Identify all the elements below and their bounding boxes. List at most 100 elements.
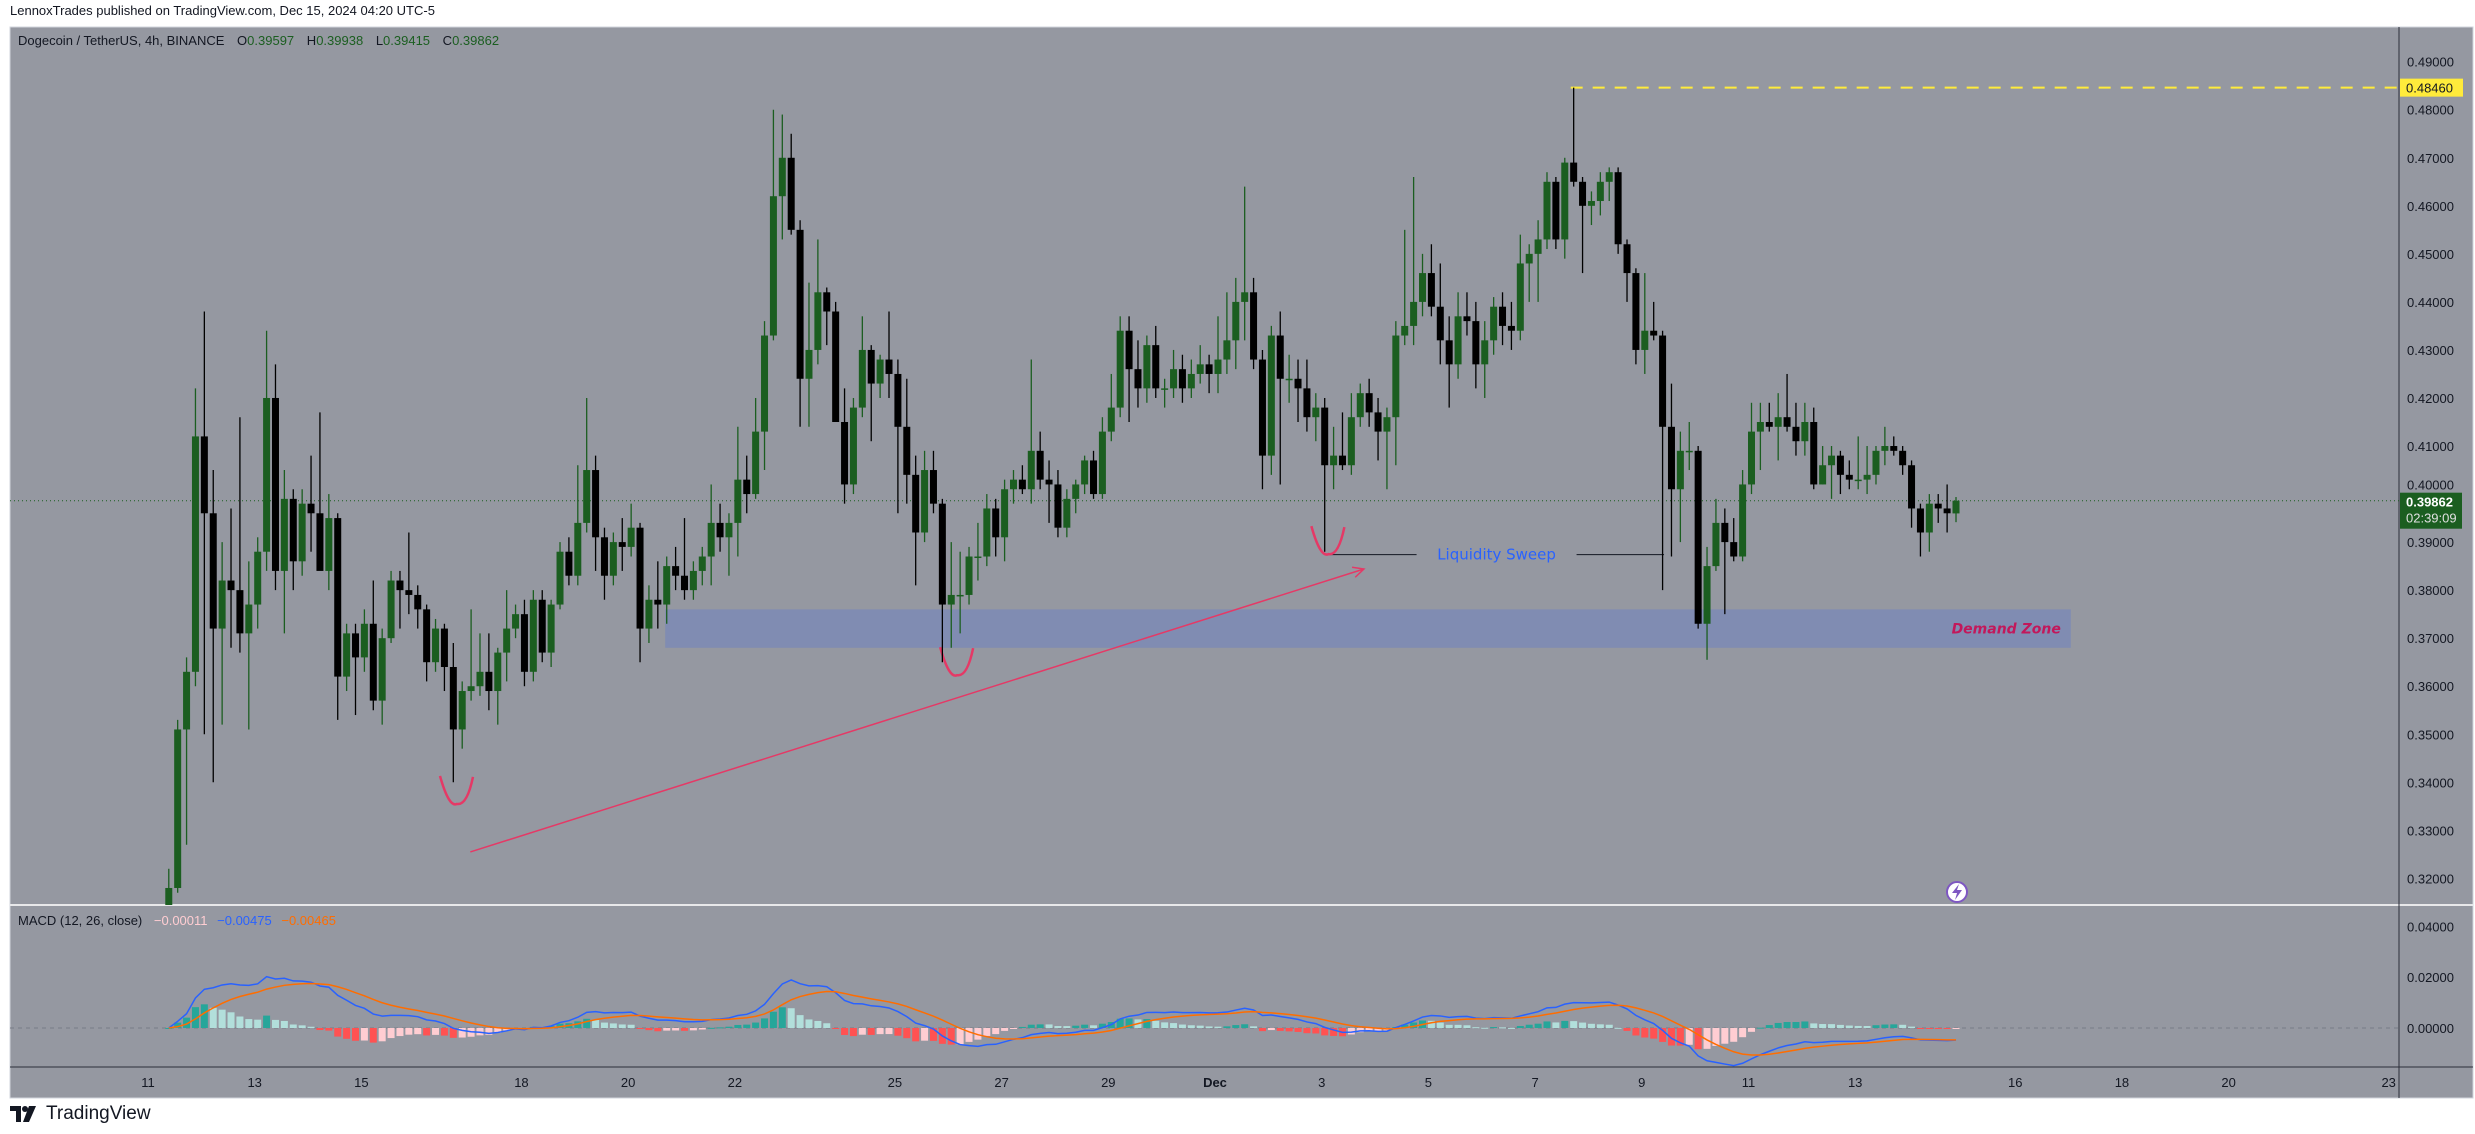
candle[interactable] [716,503,724,552]
candle[interactable] [1294,359,1302,422]
candle[interactable] [636,522,644,663]
candle[interactable] [1419,253,1427,317]
candle[interactable] [956,551,964,634]
candle[interactable] [1009,470,1017,504]
candle[interactable] [1828,446,1836,499]
candle[interactable] [1667,383,1675,557]
candle[interactable] [316,412,324,571]
candle[interactable] [1258,349,1266,490]
candle[interactable] [1356,383,1364,427]
candle[interactable] [325,494,333,591]
candle[interactable] [885,311,893,398]
tradingview-footer[interactable]: TradingView [10,1103,151,1125]
candle[interactable] [707,484,715,586]
candle[interactable] [1623,239,1631,302]
candle[interactable] [734,426,742,557]
swing-low-mark[interactable] [438,775,475,806]
candle[interactable] [298,489,306,576]
macd-axis[interactable]: 0.04000 0.02000 0.00000 [2407,919,2454,1036]
candle[interactable] [280,470,288,634]
candle[interactable] [974,522,982,581]
price-pane[interactable]: Demand Zone Liquidity Sweep [10,86,2399,917]
candle[interactable] [1410,176,1418,346]
candle[interactable] [1338,412,1346,471]
candle[interactable] [1187,359,1195,398]
candle[interactable] [1223,292,1231,374]
candle[interactable] [761,321,769,471]
candle[interactable] [1676,431,1684,543]
candle[interactable] [1427,244,1435,317]
candle[interactable] [538,590,546,663]
candle[interactable] [983,494,991,567]
candle[interactable] [432,618,440,672]
candle[interactable] [1792,402,1800,456]
candle[interactable] [1090,450,1098,499]
candle[interactable] [1534,220,1542,302]
candle[interactable] [574,465,582,586]
candle[interactable] [1721,508,1729,615]
candle[interactable] [1045,460,1053,523]
candle[interactable] [183,657,191,845]
candle[interactable] [1561,157,1569,259]
candle[interactable] [1232,277,1240,370]
candle[interactable] [1250,277,1258,370]
candle[interactable] [841,388,849,504]
candle[interactable] [1507,301,1515,350]
candle[interactable] [387,570,395,643]
candle[interactable] [476,633,484,696]
candle[interactable] [547,599,555,668]
macd-legend[interactable]: MACD (12, 26, close) −0.00011 −0.00475 −… [18,913,336,928]
candle[interactable] [485,633,493,711]
candle[interactable] [1303,359,1311,432]
candle[interactable] [467,609,475,701]
candle[interactable] [583,397,591,533]
candle[interactable] [503,590,511,682]
candle[interactable] [965,546,973,605]
candle[interactable] [805,282,813,427]
candle[interactable] [423,604,431,682]
candle[interactable] [254,537,262,629]
candle[interactable] [858,316,866,418]
candle[interactable] [1463,292,1471,336]
candle[interactable] [1374,397,1382,461]
candle[interactable] [1241,186,1249,341]
candle[interactable] [1925,494,1933,552]
candle[interactable] [1436,263,1444,365]
candle[interactable] [165,868,173,917]
candle[interactable] [1365,378,1373,427]
candle[interactable] [565,537,573,586]
candle[interactable] [1774,393,1782,461]
candle[interactable] [1312,393,1320,442]
candle[interactable] [174,719,182,893]
symbol-legend[interactable]: Dogecoin / TetherUS, 4h, BINANCE O0.3959… [18,33,499,48]
candle[interactable] [1267,325,1275,475]
candle[interactable] [1934,494,1942,523]
candle[interactable] [1383,407,1391,490]
candle[interactable] [1125,316,1133,422]
candle[interactable] [263,330,271,571]
candle[interactable] [1881,426,1889,466]
candle[interactable] [1178,354,1186,403]
candle[interactable] [529,590,537,682]
candle[interactable] [1063,489,1071,538]
candle[interactable] [1214,316,1222,394]
candle[interactable] [520,599,528,687]
candle[interactable] [1641,273,1649,374]
candle[interactable] [832,301,840,422]
candle[interactable] [1098,417,1106,499]
candle[interactable] [1659,330,1667,591]
candle[interactable] [1347,393,1355,475]
candle[interactable] [289,489,297,591]
candle[interactable] [1143,335,1151,403]
candle[interactable] [921,450,929,543]
candle[interactable] [1943,484,1951,533]
candle[interactable] [1730,518,1738,562]
candle[interactable] [1134,340,1142,408]
candle[interactable] [1908,460,1916,528]
candle[interactable] [1863,446,1871,495]
candle[interactable] [1845,460,1853,490]
candle[interactable] [440,623,448,692]
candle[interactable] [1525,244,1533,302]
macd-pane[interactable] [10,975,2399,1067]
